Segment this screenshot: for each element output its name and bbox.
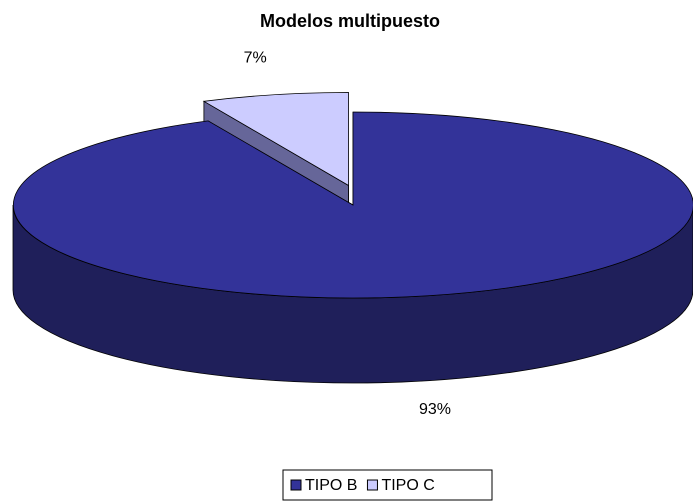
legend-swatch xyxy=(366,479,378,491)
pie-slice xyxy=(12,111,693,299)
legend-swatch xyxy=(290,479,302,491)
data-label: 93% xyxy=(419,401,451,418)
legend-label: TIPO B xyxy=(305,477,357,494)
legend-label: TIPO C xyxy=(381,477,434,494)
data-label: 7% xyxy=(244,50,267,67)
pie-slice xyxy=(202,92,349,187)
legend-box xyxy=(282,469,493,501)
chart-title: Modelos multipuesto xyxy=(260,11,440,31)
